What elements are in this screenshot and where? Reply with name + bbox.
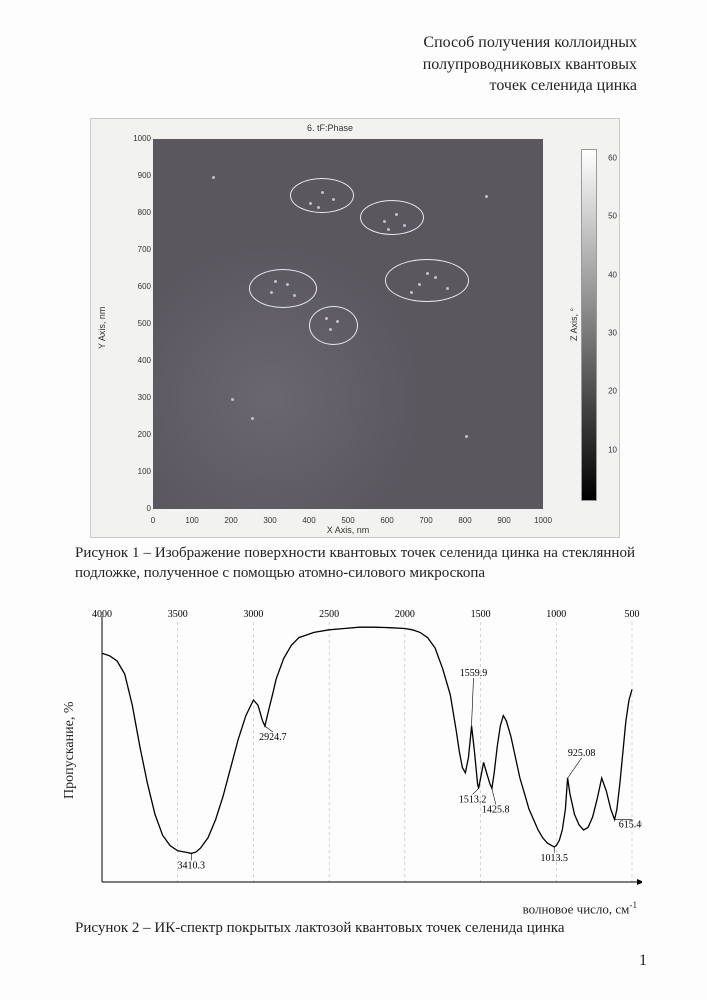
peak-label: 1559.9 (460, 668, 488, 679)
title-line-3: точек селенида цинка (490, 77, 637, 94)
peak-label: 1013.5 (540, 853, 568, 864)
afm-ellipse-annotation (385, 259, 469, 302)
svg-text:2500: 2500 (319, 609, 339, 620)
svg-text:3000: 3000 (243, 609, 263, 620)
figure-1-ylabel: Y Axis, nm (97, 119, 109, 537)
peak-label: 615.46 (619, 820, 642, 831)
afm-ellipse-annotation (360, 200, 424, 235)
figure-1-colorbar (581, 149, 597, 501)
peak-label: 925.08 (568, 748, 596, 759)
page-number: 1 (639, 952, 647, 970)
document-title: Способ получения коллоидных полупроводни… (317, 32, 637, 97)
figure-1-colorbar-label: Z Axis, ° (569, 149, 579, 499)
afm-ellipse-annotation (309, 306, 358, 345)
page: Способ получения коллоидных полупроводни… (0, 0, 707, 1000)
svg-text:2000: 2000 (395, 609, 415, 620)
peak-label: 3410.3 (178, 860, 206, 871)
afm-ellipse-annotation (290, 178, 354, 213)
afm-ellipse-annotation (249, 269, 317, 308)
figure-2-svg: 40003500300025002000150010005003410.3292… (72, 602, 642, 902)
figure-2-caption: Рисунок 2 – ИК-спектр покрытых лактозой … (75, 920, 635, 937)
svg-text:1000: 1000 (546, 609, 566, 620)
svg-text:500: 500 (625, 609, 640, 620)
peak-label: 1425.8 (482, 804, 510, 815)
svg-text:3500: 3500 (168, 609, 188, 620)
peak-label: 2924.7 (259, 732, 287, 743)
figure-2-xlabel: волновое число, см-1 (523, 900, 637, 917)
figure-1-caption: Рисунок 1 – Изображение поверхности кван… (75, 544, 635, 583)
figure-1-afm-image: 6. tF:Phase Y Axis, nm X Axis, nm 010020… (90, 118, 620, 538)
figure-1-image-area (153, 139, 543, 509)
title-line-1: Способ получения коллоидных (423, 34, 637, 51)
figure-1-xlabel: X Axis, nm (153, 525, 543, 535)
figure-2-ir-spectrum: 40003500300025002000150010005003410.3292… (72, 602, 642, 902)
figure-1-plot-title: 6. tF:Phase (91, 123, 569, 133)
ir-spectrum-line (102, 627, 632, 853)
title-line-2: полупроводниковых квантовых (423, 56, 637, 73)
svg-text:1500: 1500 (471, 609, 491, 620)
